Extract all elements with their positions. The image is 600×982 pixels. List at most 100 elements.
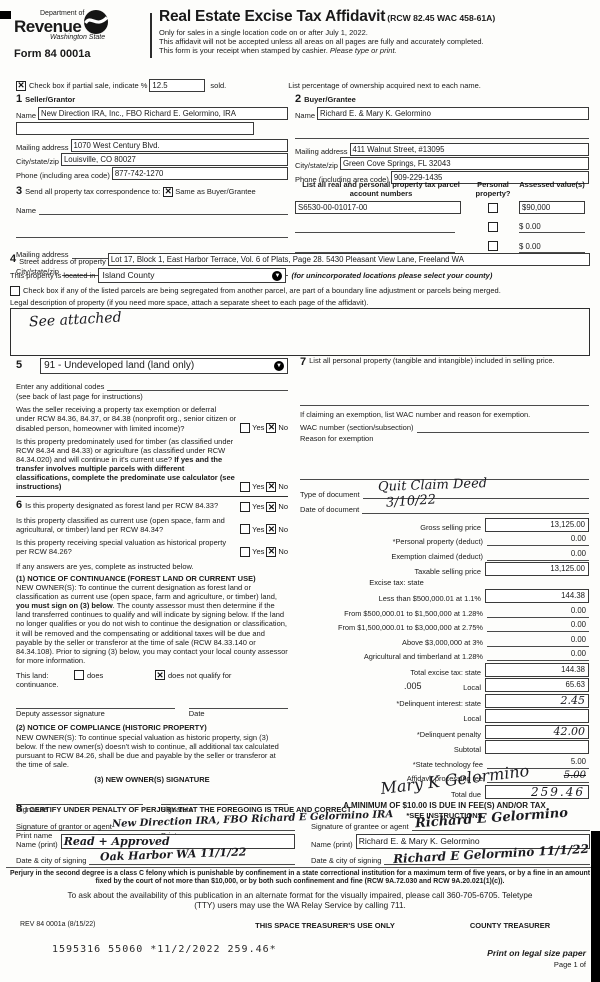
partial-sale-checkbox[interactable] [16, 80, 26, 91]
local-tax-input[interactable]: 65.63 [485, 678, 589, 693]
yes-checkbox[interactable] [240, 524, 251, 535]
total-due-input[interactable]: 259.46 [485, 784, 589, 799]
buyer-mailing-input[interactable]: 411 Walnut Street, #13095 [349, 143, 589, 157]
subtotal-input[interactable] [485, 740, 589, 755]
tier2-tax-line[interactable]: 0.00 [487, 605, 589, 618]
seller-city-input[interactable]: Louisville, CO 80027 [60, 153, 288, 167]
tier3-tax-line[interactable]: 0.00 [487, 619, 589, 633]
delinquent-penalty-input[interactable]: 42.00 [485, 724, 589, 739]
header-note-3: This form is your receipt when stamped b… [159, 46, 330, 56]
yes-checkbox[interactable] [240, 546, 251, 557]
grantee-name-print-label: Name (print) [311, 840, 353, 850]
grantee-signature-line[interactable] [411, 818, 590, 832]
grantor-date-city-line[interactable] [89, 852, 295, 866]
grantee-name-print-input[interactable]: Richard E. & Mary K. Gelormino [355, 834, 590, 850]
corr-name-line[interactable] [39, 204, 288, 216]
county-dropdown[interactable]: Island County ▼ [98, 268, 287, 283]
owner-signature-line-1[interactable] [16, 794, 143, 806]
land-use-code-dropdown[interactable]: 91 - Undeveloped land (land only) ▼ [40, 358, 288, 375]
seller-name-input[interactable]: New Direction IRA, Inc., FBO Richard E. … [38, 107, 288, 121]
personal-property-deduct-line[interactable]: 0.00 [487, 533, 589, 547]
does-checkbox[interactable] [74, 670, 84, 681]
yes-checkbox[interactable] [240, 422, 251, 433]
section-1-number: 1 [16, 93, 23, 105]
reason-exemption-line[interactable] [300, 469, 589, 480]
does-not-label: does not qualify for [168, 670, 232, 680]
personal-property-checkbox[interactable] [488, 222, 498, 233]
buyer-name2-line[interactable] [295, 128, 589, 140]
no-checkbox[interactable] [266, 481, 277, 492]
no-checkbox[interactable] [266, 546, 277, 557]
owner-print-name-line-1[interactable] [16, 820, 143, 832]
buyer-city-input[interactable]: Green Cove Springs, FL 32043 [339, 157, 589, 171]
form-number: Form 84 0001a [14, 47, 91, 60]
seller-mailing-input[interactable]: 1070 West Century Blvd. [70, 139, 288, 153]
header-note-3-italic: Please type or print. [329, 46, 397, 56]
deputy-assessor-signature-line[interactable] [16, 698, 175, 710]
affidavit-processing-fee-line[interactable]: 5.00 [487, 770, 589, 784]
parcel-number-input[interactable]: S6530-00-01017-00 [295, 201, 461, 215]
grantor-signature-line[interactable] [114, 818, 295, 832]
tax-label: From $1,500,000.01 to $3,000,000 at 2.75… [337, 623, 483, 633]
tax-label: Above $3,000,000 at 3% [402, 637, 483, 647]
assessed-value-input[interactable]: $90,000 [519, 201, 585, 215]
wac-number-line[interactable] [416, 422, 589, 433]
tax-label: Local [463, 683, 481, 693]
tier1-tax-input[interactable]: 144.38 [485, 589, 589, 604]
does-not-checkbox[interactable] [155, 670, 165, 681]
see-instructions-note: *SEE INSTRUCTIONS [406, 810, 483, 820]
yes-checkbox[interactable] [240, 481, 251, 492]
header-note-2: This affidavit will not be accepted unle… [159, 37, 484, 47]
seller-phone-input[interactable]: 877-742-1270 [111, 167, 288, 181]
agricultural-tax-line[interactable]: 0.00 [487, 648, 589, 662]
doc-type-line[interactable] [362, 484, 589, 499]
same-as-buyer-checkbox[interactable] [163, 186, 174, 197]
seller-city-label: City/state/zip [16, 157, 59, 167]
segregated-checkbox[interactable] [10, 285, 20, 296]
assessed-value-line[interactable]: $ 0.00 [519, 242, 585, 253]
gross-selling-price-input[interactable]: 13,125.00 [485, 517, 589, 532]
additional-codes-line[interactable] [107, 380, 288, 392]
parcel-number-line[interactable] [295, 242, 455, 253]
excise-tax-state-heading: Excise tax: state [369, 578, 424, 588]
personal-property-checkbox[interactable] [488, 203, 498, 214]
no-checkbox[interactable] [266, 422, 277, 433]
total-excise-state-input[interactable]: 144.38 [485, 662, 589, 677]
owner-signature-label-2: Signature [161, 805, 194, 815]
buyer-name-input[interactable]: Richard E. & Mary K. Gelormino [317, 107, 589, 121]
parcel-row: $ 0.00 [295, 222, 589, 234]
corr-extra-line[interactable] [16, 227, 288, 239]
taxable-selling-price-input[interactable]: 13,125.00 [485, 562, 589, 577]
parcel-number-line[interactable] [295, 222, 455, 234]
see-back-note: (see back of last page for instructions) [16, 392, 143, 402]
yes-checkbox[interactable] [240, 502, 251, 512]
delinquent-interest-state-input[interactable]: 2.45 [485, 693, 589, 708]
personal-property-list-line[interactable] [300, 395, 589, 407]
minimum-due-note: A MINIMUM OF $10.00 IS DUE IN FEE(S) AND… [343, 800, 546, 810]
treasurer-use-label: THIS SPACE TREASURER'S USE ONLY [255, 921, 395, 930]
wac-number-label: WAC number (section/subsection) [300, 423, 414, 433]
exemption-claimed-line[interactable]: 0.00 [487, 548, 589, 561]
street-address-input[interactable]: Lot 17, Block 1, East Harbor Terrace, Vo… [107, 253, 590, 267]
seller-name2-input[interactable] [16, 122, 254, 136]
tier4-tax-line[interactable]: 0.00 [487, 634, 589, 647]
if-yes-note: If any answers are yes, complete as inst… [16, 561, 194, 571]
tax-label: Affidavit processing fee [406, 774, 483, 784]
delinquent-interest-local-input[interactable] [485, 709, 589, 724]
no-checkbox[interactable] [266, 502, 277, 512]
owner-signature-line-2[interactable] [161, 794, 288, 806]
assessed-value-line[interactable]: $ 0.00 [519, 222, 585, 234]
no-checkbox[interactable] [266, 524, 277, 535]
deputy-date-line[interactable] [188, 698, 288, 710]
partial-sale-percent-input[interactable]: 12.5 [149, 79, 206, 92]
buyer-phone-input[interactable]: 909-229-1435 [390, 171, 589, 185]
current-use-question: Is this property classified as current u… [16, 516, 225, 535]
doc-date-line[interactable] [362, 501, 589, 514]
grantor-name-print-input[interactable]: Read + Approved [60, 834, 295, 850]
located-in-label: This property is located in [10, 271, 96, 281]
personal-property-checkbox[interactable] [488, 241, 498, 252]
grantee-date-city-line[interactable] [384, 852, 590, 866]
state-technology-fee-line[interactable]: 5.00 [487, 756, 589, 769]
legal-description-box[interactable]: See attached [10, 307, 590, 356]
